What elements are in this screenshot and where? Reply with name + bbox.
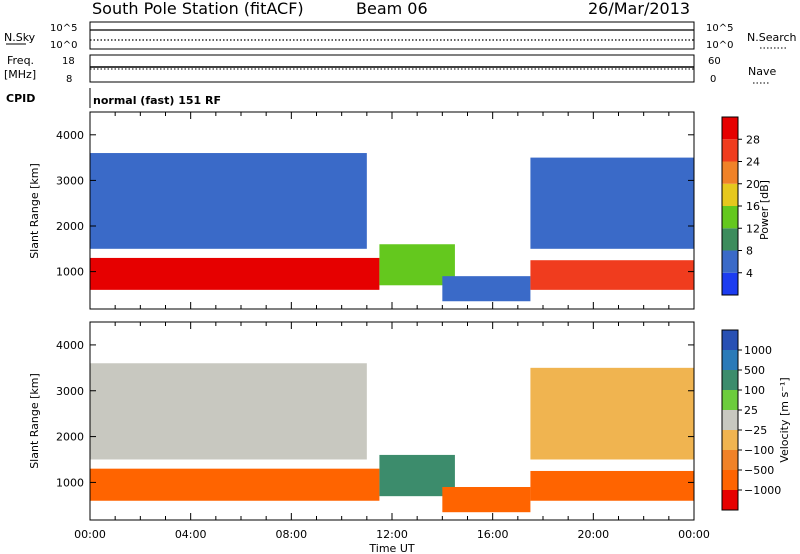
nsearch-tick-high: 10^5 — [706, 23, 733, 34]
nave-label: Nave — [748, 65, 776, 78]
velocity-scale-label: Velocity [m s⁻¹] — [778, 377, 791, 462]
x-tick-label: 20:00 — [577, 528, 609, 541]
cpid-text: normal (fast) 151 RF — [93, 94, 221, 107]
velocity-colorbar-segment — [722, 490, 738, 510]
velocity-colorbar-segment — [722, 350, 738, 370]
power-heatmap — [90, 153, 694, 302]
cpid-label: CPID — [6, 92, 35, 105]
beam-title: Beam 06 — [356, 0, 428, 18]
nave-tick-low: 0 — [710, 74, 716, 85]
y-tick-label: 1000 — [56, 266, 84, 279]
nsky-label: N.Sky — [4, 31, 36, 44]
nsky-panel — [89, 21, 695, 50]
velocity-colorbar: 1000 500 100 25 −25 −100 −500 −1000 — [721, 329, 781, 511]
nsky-tick-high: 10^5 — [50, 23, 77, 34]
freq-unit-label: [MHz] — [4, 68, 36, 81]
velocity-colorbar-label: −25 — [744, 424, 767, 437]
power-colorbar-label: 16 — [746, 200, 760, 213]
velocity-echo-region — [90, 468, 380, 501]
power-colorbar: 4 8 12 16 20 24 28 — [721, 116, 760, 296]
power-echo-region — [530, 260, 694, 290]
velocity-colorbar-segment — [722, 330, 738, 350]
date-title: 26/Mar/2013 — [588, 0, 690, 18]
velocity-colorbar-segment — [722, 450, 738, 470]
power-colorbar-segment — [722, 206, 738, 229]
nsearch-label: N.Search — [747, 31, 797, 44]
y-tick-label: 2000 — [56, 220, 84, 233]
power-colorbar-label: 8 — [746, 245, 753, 258]
x-tick-label: 00:00 — [74, 528, 106, 541]
power-colorbar-segment — [722, 117, 738, 140]
velocity-colorbar-label: −100 — [744, 444, 774, 457]
nsearch-tick-low: 10^0 — [706, 40, 733, 51]
freq-label: Freq. — [7, 54, 34, 67]
velocity-colorbar-label: 25 — [744, 404, 758, 417]
station-title: South Pole Station (fitACF) — [92, 0, 304, 18]
x-tick-label: 08:00 — [275, 528, 307, 541]
velocity-colorbar-segment — [722, 430, 738, 450]
velocity-colorbar-label: −1000 — [744, 484, 781, 497]
y-tick-label: 2000 — [56, 431, 84, 444]
power-colorbar-segment — [722, 228, 738, 251]
x-tick-label: 16:00 — [477, 528, 509, 541]
y-tick-label: 1000 — [56, 476, 84, 489]
power-colorbar-label: 28 — [746, 133, 760, 146]
velocity-echo-region — [442, 487, 531, 513]
velocity-colorbar-label: 100 — [744, 384, 765, 397]
power-colorbar-segment — [722, 250, 738, 273]
velocity-colorbar-label: −500 — [744, 464, 774, 477]
x-tick-label: 00:00 — [678, 528, 710, 541]
velocity-colorbar-segment — [722, 370, 738, 390]
axes: 1000 2000 3000 4000 1000 2000 3000 4000 00:00 04:… — [56, 112, 710, 541]
velocity-colorbar-label: 1000 — [744, 344, 772, 357]
velocity-colorbar-frame — [721, 329, 739, 511]
power-colorbar-label: 24 — [746, 156, 760, 169]
power-echo-region — [442, 276, 531, 302]
power-colorbar-label: 20 — [746, 178, 760, 191]
freq-tick-low: 8 — [66, 74, 72, 85]
velocity-ylabel: Slant Range [km] — [28, 373, 41, 469]
y-tick-label: 4000 — [56, 339, 84, 352]
power-colorbar-label: 4 — [746, 267, 753, 280]
power-colorbar-label: 12 — [746, 222, 760, 235]
velocity-colorbar-segment — [722, 390, 738, 410]
y-tick-label: 3000 — [56, 174, 84, 187]
velocity-echo-region — [530, 470, 694, 501]
velocity-colorbar-label: 500 — [744, 364, 765, 377]
x-tick-label: 12:00 — [376, 528, 408, 541]
nsky-tick-low: 10^0 — [50, 40, 77, 51]
y-tick-label: 3000 — [56, 385, 84, 398]
velocity-echo-region — [530, 367, 694, 460]
power-echo-region — [90, 153, 367, 249]
power-colorbar-segment — [722, 183, 738, 206]
freq-tick-high: 18 — [62, 56, 75, 67]
power-colorbar-segment — [722, 272, 738, 295]
power-colorbar-segment — [722, 161, 738, 184]
velocity-echo-region — [379, 454, 455, 497]
x-tick-label: 04:00 — [175, 528, 207, 541]
power-echo-region — [379, 244, 455, 286]
y-tick-label: 4000 — [56, 129, 84, 142]
power-ylabel: Slant Range [km] — [28, 163, 41, 259]
power-echo-region — [530, 157, 694, 249]
nave-tick-high: 60 — [708, 56, 721, 67]
nsky-trace — [90, 29, 694, 41]
velocity-heatmap — [90, 363, 694, 513]
velocity-echo-region — [90, 363, 367, 460]
freq-trace — [90, 66, 694, 70]
power-colorbar-segment — [722, 139, 738, 162]
power-echo-region — [90, 257, 380, 290]
power-scale-label: Power [dB] — [758, 180, 771, 240]
velocity-colorbar-segment — [722, 470, 738, 490]
velocity-colorbar-segment — [722, 410, 738, 430]
xaxis-label: Time UT — [368, 542, 414, 554]
